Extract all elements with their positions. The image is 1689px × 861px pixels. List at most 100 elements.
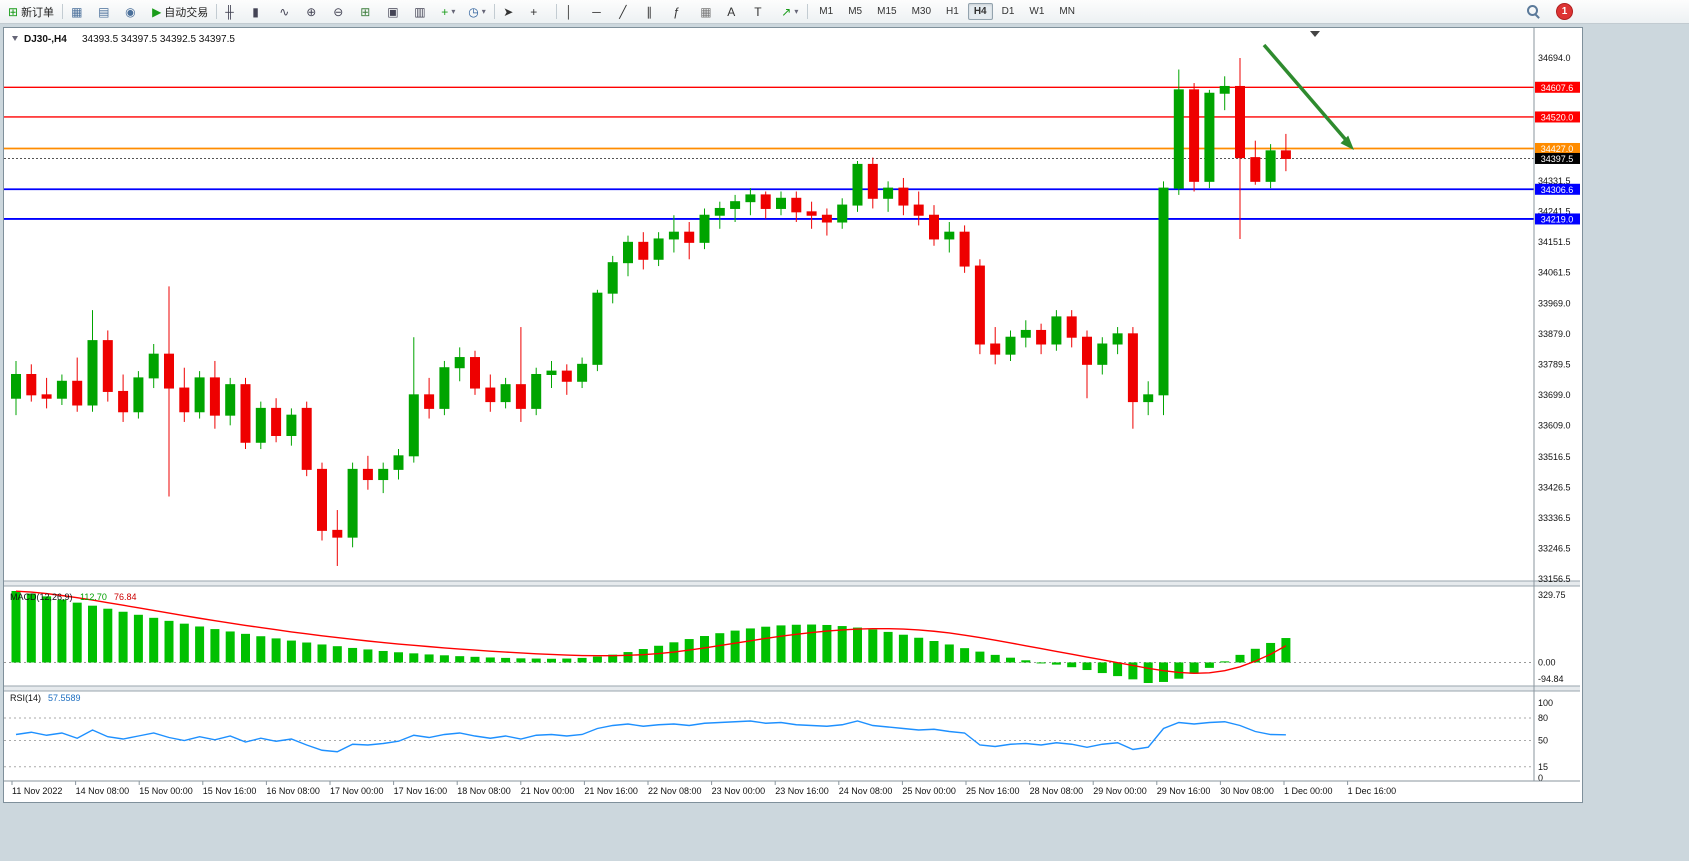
price-chart-canvas[interactable]: DJ30-,H4 34393.5 34397.5 34392.5 34397.5 M… (4, 28, 1580, 800)
price-axis-label: 33969.0 (1538, 299, 1571, 309)
time-axis-label: 16 Nov 08:00 (266, 786, 320, 796)
trend-arrow-annotation[interactable] (1262, 43, 1348, 142)
candle-body (225, 384, 236, 416)
price-tag (1535, 81, 1580, 93)
macd-histogram-bar (898, 634, 908, 663)
arrange-windows-button[interactable]: ▣ (383, 1, 409, 23)
auto-trading-button[interactable]: ▶ 自动交易 (148, 1, 212, 23)
candle-body (684, 231, 695, 243)
candle-body (913, 204, 924, 216)
candle-body (653, 238, 664, 260)
macd-histogram-bar (195, 626, 205, 663)
tile-windows-button[interactable]: ⊞ (356, 1, 382, 23)
macd-histogram-bar (1021, 660, 1031, 663)
clock-icon: ◷ (468, 4, 479, 19)
bar-chart-button[interactable]: ╫ (221, 1, 247, 23)
macd-histogram-bar (1036, 662, 1046, 664)
grid-button[interactable]: ▦ (696, 1, 722, 23)
macd-histogram-bar (439, 655, 449, 663)
timeframe-h1-button[interactable]: H1 (946, 6, 959, 17)
macd-histogram-bar (883, 631, 893, 663)
macd-histogram-bar (531, 658, 541, 663)
label-button[interactable]: T (750, 1, 776, 23)
vertical-line-button[interactable]: │ (561, 1, 587, 23)
indicators-button[interactable]: + ▾ (437, 1, 463, 23)
price-tag (1535, 213, 1580, 225)
macd-histogram-bar (730, 630, 740, 663)
price-tag-label: 34607.6 (1541, 83, 1574, 93)
toolbar-separator (216, 4, 218, 19)
zoom-in-button[interactable]: ⊕ (302, 1, 328, 23)
price-axis-label: 34694.0 (1538, 53, 1571, 63)
panel-divider[interactable] (4, 686, 1580, 691)
search-icon[interactable] (1527, 5, 1540, 18)
timeframe-m1-button[interactable]: M1 (819, 6, 834, 17)
timeframe-clock-button[interactable]: ◷ ▾ (464, 1, 490, 23)
price-tag (1535, 111, 1580, 123)
toolbar-separator (494, 4, 496, 19)
timeframe-m30-button[interactable]: M30 (911, 6, 932, 17)
macd-histogram-bar (332, 646, 342, 663)
trendline-button[interactable]: ╱ (615, 1, 641, 23)
chart-context-icon[interactable] (12, 36, 18, 41)
chart-shift-marker-icon[interactable] (1310, 31, 1320, 37)
timeframe-w1-button[interactable]: W1 (1029, 6, 1045, 17)
time-axis-label: 29 Nov 00:00 (1093, 786, 1147, 796)
macd-histogram-bar (164, 620, 174, 663)
candle-body (944, 231, 955, 240)
candle-body (867, 163, 878, 199)
macd-histogram-bar (1281, 638, 1291, 663)
macd-histogram-bar (853, 627, 862, 663)
macd-histogram-bar (286, 640, 296, 663)
navigator-button[interactable]: ◉ (121, 1, 147, 23)
ohlc-readout: 34393.5 34397.5 34392.5 34397.5 (82, 34, 235, 45)
candle-body (730, 201, 741, 209)
zoom-out-icon: ⊖ (333, 4, 344, 19)
zoom-out-button[interactable]: ⊖ (329, 1, 355, 23)
timeframe-mn-button[interactable]: MN (1059, 6, 1075, 17)
horizontal-line-button[interactable]: ─ (588, 1, 614, 23)
line-chart-button[interactable]: ∿ (275, 1, 301, 23)
macd-histogram-bar (271, 638, 281, 663)
fibonacci-button[interactable]: ƒ (669, 1, 695, 23)
candle-body (745, 194, 756, 203)
price-axis-label: 33879.0 (1538, 329, 1571, 339)
macd-histogram-bar (960, 648, 970, 663)
candle-body (148, 353, 159, 379)
data-window-button[interactable]: ▤ (94, 1, 120, 23)
new-order-button[interactable]: ⊞ 新订单 (4, 1, 58, 23)
notification-badge[interactable]: 1 (1556, 3, 1573, 20)
candle-body (1189, 89, 1200, 182)
panel-divider[interactable] (4, 581, 1580, 586)
time-axis-label: 25 Nov 16:00 (966, 786, 1020, 796)
macd-histogram-bar (241, 633, 250, 663)
price-axis-label: 34151.5 (1538, 237, 1571, 247)
macd-histogram-bar (776, 625, 786, 663)
cursor-button[interactable]: ➤ (499, 1, 525, 23)
candle-body (699, 214, 710, 243)
candle-body (883, 187, 894, 199)
market-watch-button[interactable]: ▦ (67, 1, 93, 23)
candle-body (1143, 394, 1154, 403)
arrows-button[interactable]: ↗ ▾ (777, 1, 803, 23)
time-axis-label: 21 Nov 16:00 (584, 786, 638, 796)
chart-window[interactable]: DJ30-,H4 34393.5 34397.5 34392.5 34397.5 M… (3, 27, 1583, 803)
time-axis-label: 28 Nov 08:00 (1030, 786, 1084, 796)
timeframe-h4-button[interactable]: H4 (967, 3, 993, 20)
timeframe-d1-button[interactable]: D1 (1001, 6, 1015, 17)
candle-body (668, 231, 679, 240)
data-window-icon: ▤ (98, 4, 110, 19)
cascade-windows-button[interactable]: ▥ (410, 1, 436, 23)
price-axis-label: 33336.5 (1538, 513, 1571, 523)
text-button[interactable]: A (723, 1, 749, 23)
candle-body (240, 384, 251, 443)
time-axis-label: 17 Nov 16:00 (394, 786, 448, 796)
timeframe-m15-button[interactable]: M15 (877, 6, 897, 17)
candlestick-chart-button[interactable]: ▮ (248, 1, 274, 23)
channel-icon: ∥ (646, 4, 653, 19)
crosshair-button[interactable]: + (526, 1, 552, 23)
candle-body (194, 377, 205, 413)
timeframe-m5-button[interactable]: M5 (848, 6, 863, 17)
channel-button[interactable]: ∥ (642, 1, 668, 23)
price-tag-label: 34427.0 (1541, 144, 1574, 154)
